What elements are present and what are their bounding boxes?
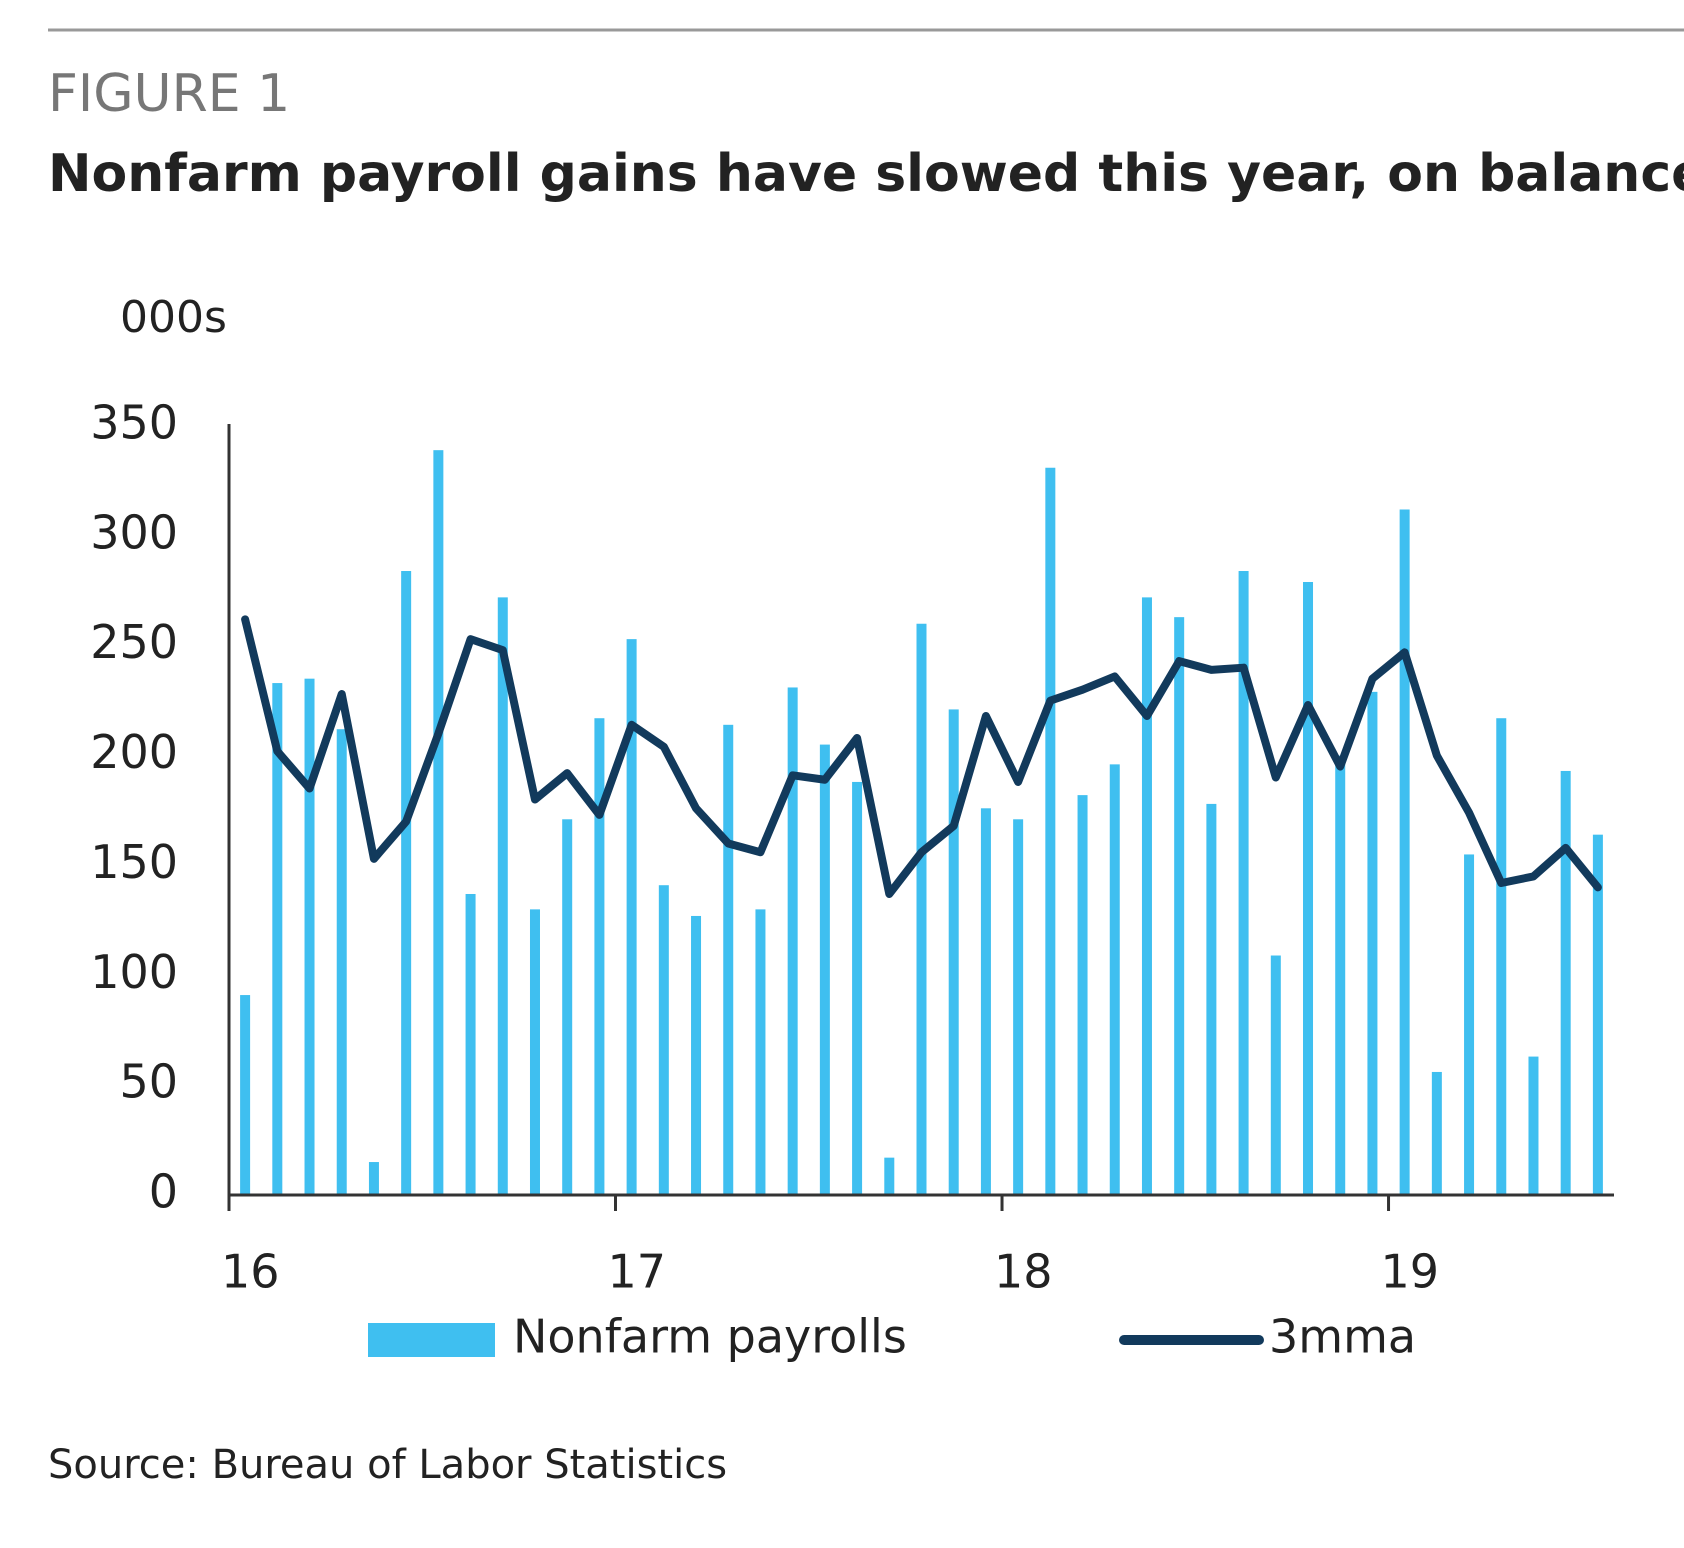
bar <box>401 571 412 1195</box>
bar <box>304 678 315 1195</box>
bar <box>1399 509 1410 1195</box>
bar <box>240 995 251 1195</box>
bar <box>1496 718 1507 1195</box>
bar <box>1077 795 1088 1195</box>
bar <box>980 808 991 1195</box>
bar <box>1528 1056 1539 1195</box>
bar <box>723 724 734 1195</box>
x-tick-label: 19 <box>1381 1245 1440 1299</box>
bar <box>916 623 927 1195</box>
legend-label: Nonfarm payrolls <box>513 1310 907 1364</box>
bar <box>1238 571 1249 1195</box>
bar <box>1013 819 1024 1195</box>
bar <box>1045 467 1056 1195</box>
bar <box>948 709 959 1195</box>
figure-label: FIGURE 1 <box>48 64 290 124</box>
bar <box>658 885 669 1195</box>
bar <box>884 1157 895 1195</box>
legend-swatch <box>368 1323 495 1357</box>
bar <box>529 909 540 1195</box>
bar <box>1431 1071 1442 1195</box>
x-tick-label: 17 <box>608 1245 667 1299</box>
bar <box>852 781 863 1195</box>
y-tick-label: 250 <box>90 615 178 669</box>
bar <box>1141 597 1152 1195</box>
y-tick-label: 100 <box>90 945 178 999</box>
y-tick-label: 350 <box>90 396 178 450</box>
bar <box>272 683 283 1195</box>
x-tick-label: 16 <box>221 1245 280 1299</box>
bar <box>1560 770 1571 1195</box>
source: Source: Bureau of Labor Statistics <box>48 1442 727 1488</box>
chart-title: Nonfarm payroll gains have slowed this y… <box>48 144 1684 204</box>
bar <box>1367 691 1378 1195</box>
bar <box>1335 755 1346 1195</box>
bar <box>1206 803 1217 1195</box>
y-tick-label: 200 <box>90 725 178 779</box>
bar <box>594 718 605 1195</box>
bar <box>1592 834 1603 1195</box>
bar <box>626 639 637 1195</box>
bar <box>465 893 476 1195</box>
y-tick-label: 300 <box>90 505 178 559</box>
bar <box>1109 764 1120 1195</box>
y-tick-label: 50 <box>119 1055 178 1109</box>
y-unit: 000s <box>120 292 227 343</box>
bar <box>336 729 347 1195</box>
bar <box>433 450 444 1195</box>
bar <box>562 819 573 1195</box>
bar <box>368 1162 379 1195</box>
bar <box>787 687 798 1195</box>
x-tick-label: 18 <box>994 1245 1053 1299</box>
bar <box>755 909 766 1195</box>
bar <box>691 915 702 1195</box>
bar <box>819 744 830 1195</box>
bar <box>1270 955 1281 1195</box>
line <box>241 615 1602 898</box>
bar <box>1174 617 1185 1195</box>
bar <box>1464 854 1475 1195</box>
legend-label: 3mma <box>1269 1310 1416 1364</box>
bar <box>1303 581 1314 1195</box>
y-tick-label: 0 <box>149 1165 178 1219</box>
bar <box>497 597 508 1195</box>
y-tick-label: 150 <box>90 835 178 889</box>
